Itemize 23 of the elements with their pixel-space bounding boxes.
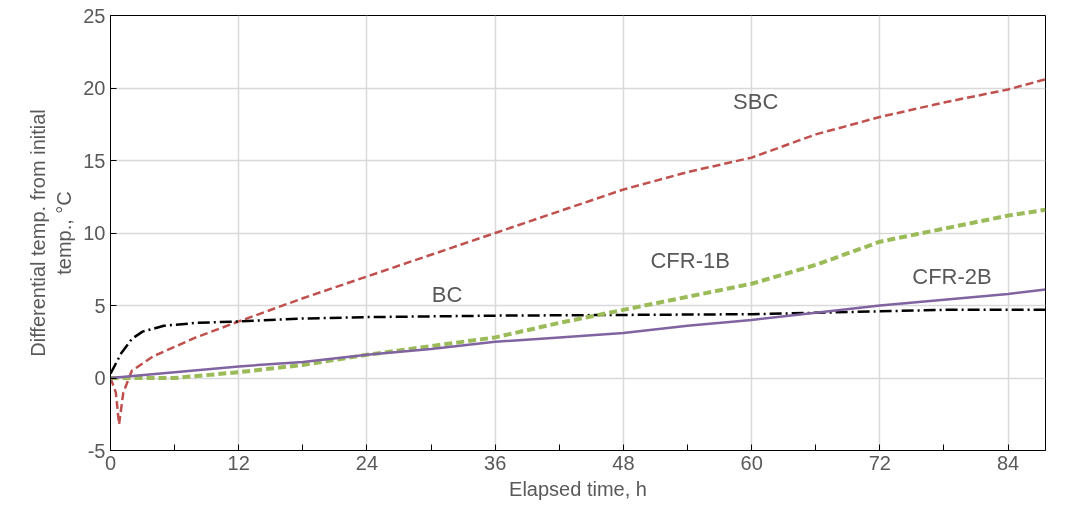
series-label: SBC [733, 88, 779, 114]
x-tick-label: 12 [227, 451, 250, 474]
line-series [110, 207, 1046, 380]
y-tick-label: -5 [87, 439, 106, 462]
y-axis-title: Differential temp. from initial temp., °C [26, 109, 76, 357]
line-series [110, 288, 1046, 380]
y-tick-label: 5 [94, 294, 106, 317]
x-tick-label: 24 [355, 451, 379, 474]
y-tick-label: 0 [94, 367, 106, 389]
x-tick-label: 48 [612, 451, 635, 474]
series-label: CFR-1B [650, 247, 730, 273]
line-series [110, 78, 1046, 426]
y-tick-label: 25 [83, 4, 106, 27]
series-label: CFR-2B [912, 264, 992, 290]
x-axis-title: Elapsed time, h [509, 477, 647, 500]
y-tick-label: 20 [83, 77, 106, 99]
x-tick-label: 60 [740, 451, 763, 474]
y-tick-label: 15 [83, 149, 106, 172]
x-tick-label: 84 [996, 451, 1020, 474]
y-tick-label: 10 [83, 222, 106, 244]
x-tick-label: 72 [868, 451, 891, 474]
series-label: BC [431, 281, 463, 307]
x-tick-label: 36 [484, 451, 507, 474]
